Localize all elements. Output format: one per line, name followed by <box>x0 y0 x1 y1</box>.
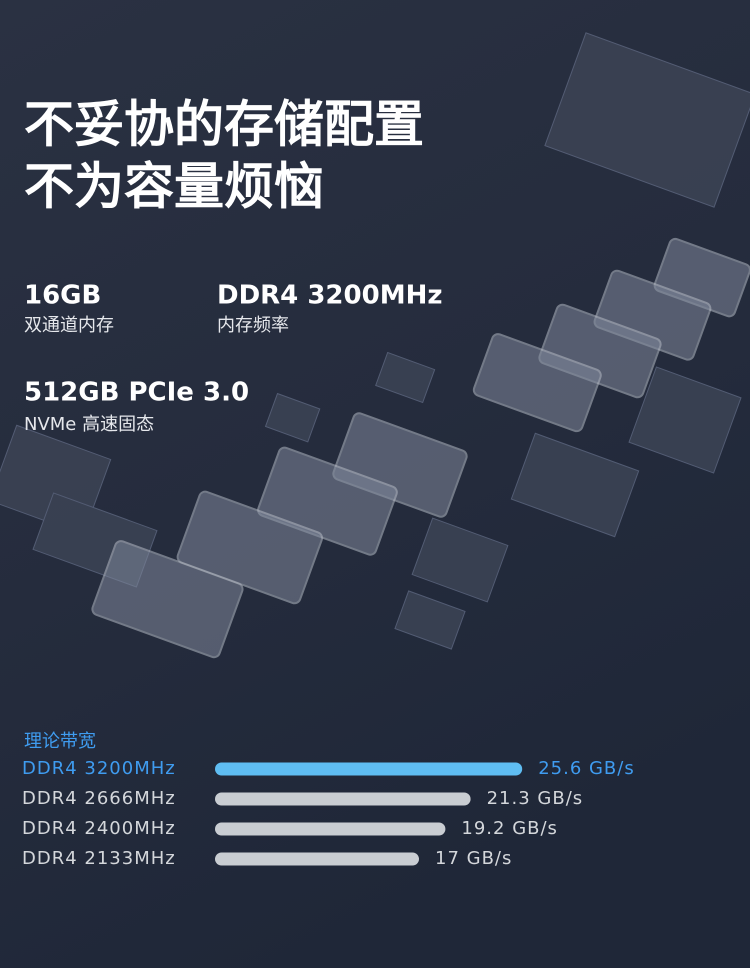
chart-title: 理论带宽 <box>24 731 96 752</box>
spec-label: NVMe 高速固态 <box>24 414 154 435</box>
bandwidth-chart: DDR4 3200MHz 25.6 GB/s DDR4 2666MHz 21.3 GB… <box>22 758 635 869</box>
spec-label: 双通道内存 <box>24 315 114 336</box>
value-label: 19.2 GB/s <box>461 818 558 839</box>
category-label: DDR4 2133MHz <box>22 848 176 869</box>
circuit-board-decoration <box>0 32 750 659</box>
value-label: 17 GB/s <box>435 848 512 869</box>
category-label: DDR4 3200MHz <box>22 758 176 779</box>
spec-value: 16GB <box>24 281 101 311</box>
bar <box>215 822 446 836</box>
category-label: DDR4 2666MHz <box>22 788 176 809</box>
value-label: 25.6 GB/s <box>538 758 635 779</box>
value-label: 21.3 GB/s <box>487 788 584 809</box>
spec-value: 512GB PCIe 3.0 <box>24 378 249 408</box>
bar <box>215 762 523 776</box>
bar <box>215 852 419 866</box>
headline: 不为容量烦恼 <box>24 158 324 216</box>
headline: 不妥协的存储配置 <box>24 96 424 154</box>
category-label: DDR4 2400MHz <box>22 818 176 839</box>
bar <box>215 792 471 806</box>
spec-value: DDR4 3200MHz <box>217 281 442 311</box>
spec-label: 内存频率 <box>217 315 289 336</box>
